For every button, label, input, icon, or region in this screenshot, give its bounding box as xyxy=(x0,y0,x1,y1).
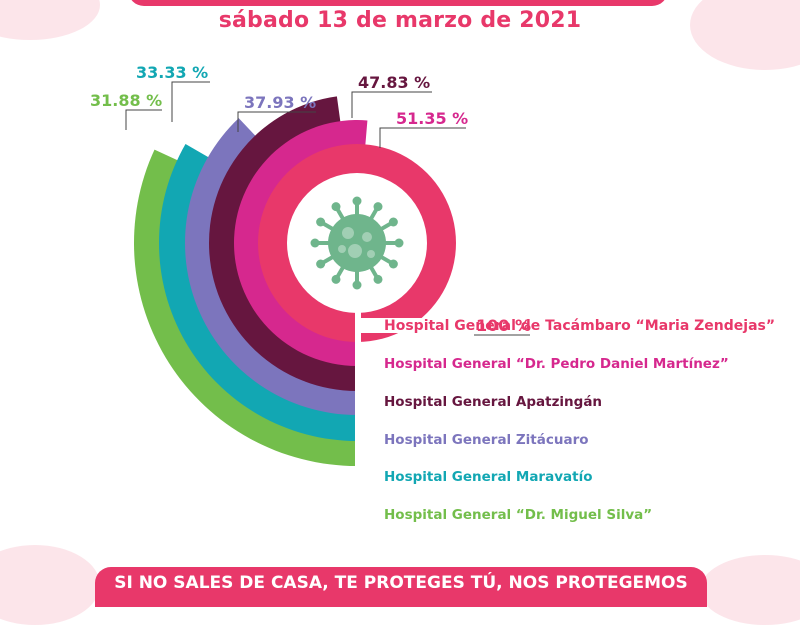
legend-band-3 xyxy=(357,394,548,409)
legend-band-1 xyxy=(357,318,548,333)
value-leader-2 xyxy=(379,127,466,148)
legend-band-5 xyxy=(357,469,548,484)
legend-label-5: Hospital General Maravatío xyxy=(384,469,592,485)
value-label-3: 47.83 % xyxy=(358,73,430,92)
slogan-banner: SI NO SALES DE CASA, TE PROTEGES TÚ, NOS… xyxy=(95,567,707,625)
value-leader-6 xyxy=(125,109,162,130)
virus-icon xyxy=(310,196,404,290)
legend-label-1: Hospital General de Tacámbaro “Maria Zen… xyxy=(384,318,775,334)
legend-band-2 xyxy=(357,356,548,371)
value-leader-5 xyxy=(171,81,210,122)
value-label-6: 31.88 % xyxy=(90,91,162,110)
date-subtitle: sábado 13 de marzo de 2021 xyxy=(218,8,582,33)
center-stem xyxy=(355,311,361,600)
legend-label-2: Hospital General “Dr. Pedro Daniel Martí… xyxy=(384,356,729,372)
legend-label-6: Hospital General “Dr. Miguel Silva” xyxy=(384,507,652,523)
legend-band-6 xyxy=(357,507,548,522)
legend-band-4 xyxy=(357,432,548,447)
legend-label-4: Hospital General Zitácuaro xyxy=(384,432,589,448)
value-leader-3 xyxy=(351,91,432,118)
value-label-2: 51.35 % xyxy=(396,109,468,128)
top-banner xyxy=(128,0,668,6)
value-label-1: 100 % xyxy=(476,316,531,335)
value-label-4: 37.93 % xyxy=(244,93,316,112)
value-label-5: 33.33 % xyxy=(136,63,208,82)
legend-label-3: Hospital General Apatzingán xyxy=(384,394,602,410)
value-leader-4 xyxy=(237,111,316,132)
hospital-occupancy-chart: Hospital General de Tacámbaro “Maria Zen… xyxy=(90,63,776,600)
